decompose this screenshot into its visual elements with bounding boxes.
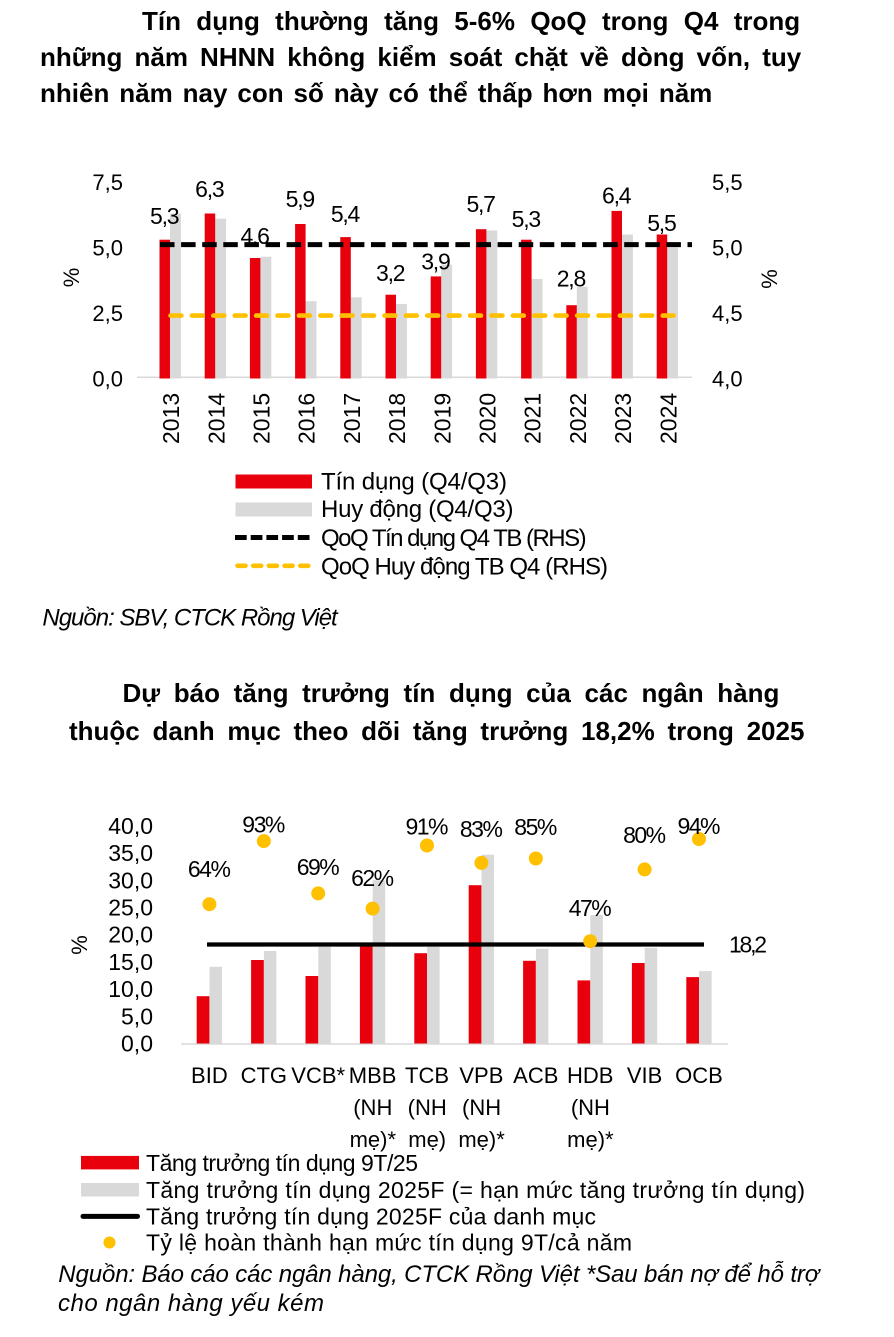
svg-text:Tín dụng thường tăng 5-6% QoQ: Tín dụng thường tăng 5-6% QoQ trong Q4 t… [142,6,800,36]
svg-text:%: % [59,268,84,288]
svg-text:15,0: 15,0 [108,949,153,975]
svg-text:QoQ Tín dụng Q4 TB (RHS): QoQ Tín dụng Q4 TB (RHS) [321,525,587,552]
svg-text:83%: 83% [460,816,503,842]
svg-text:30,0: 30,0 [108,867,153,893]
svg-text:(NH: (NH [353,1095,392,1120]
svg-text:mẹ)*: mẹ)* [350,1127,397,1152]
svg-text:4,6: 4,6 [240,223,270,249]
svg-text:5,0: 5,0 [121,1003,153,1029]
svg-text:2024: 2024 [655,393,681,444]
svg-text:Nguồn: Báo cáo các ngân hàng,: Nguồn: Báo cáo các ngân hàng, CTCK Rồng … [58,1260,821,1288]
svg-text:2022: 2022 [565,393,591,444]
svg-text:%: % [67,935,92,955]
svg-text:3,9: 3,9 [421,249,451,275]
svg-text:mẹ)*: mẹ)* [458,1127,505,1152]
svg-text:2020: 2020 [475,393,501,444]
svg-text:18,2: 18,2 [729,932,767,958]
svg-text:2015: 2015 [249,393,275,444]
svg-text:6,4: 6,4 [602,183,632,209]
svg-text:5,4: 5,4 [331,201,361,227]
svg-text:%: % [757,269,782,289]
svg-text:2,5: 2,5 [92,301,123,326]
svg-text:35,0: 35,0 [108,840,153,866]
svg-text:cho ngân hàng yếu kém: cho ngân hàng yếu kém [58,1290,324,1317]
svg-text:nhiên năm nay con số này có th: nhiên năm nay con số này có thể thấp hơn… [40,78,712,108]
svg-text:4,5: 4,5 [712,301,743,326]
svg-text:10,0: 10,0 [108,976,153,1002]
svg-text:0,0: 0,0 [92,367,123,392]
svg-text:2019: 2019 [429,393,455,444]
svg-text:CTG: CTG [241,1063,287,1088]
svg-text:7,5: 7,5 [92,170,123,195]
svg-text:(NH: (NH [462,1095,501,1120]
svg-text:40,0: 40,0 [108,813,153,839]
svg-text:91%: 91% [406,814,449,840]
svg-text:Dự báo tăng trưởng tín dụng củ: Dự báo tăng trưởng tín dụng của các ngân… [123,678,780,708]
svg-text:2018: 2018 [384,393,410,444]
svg-text:5,9: 5,9 [286,186,316,212]
svg-text:(NH: (NH [408,1095,447,1120]
svg-text:mẹ)*: mẹ)* [567,1127,614,1152]
svg-text:3,2: 3,2 [376,260,406,286]
svg-text:Tăng trưởng tín dụng 9T/25: Tăng trưởng tín dụng 9T/25 [146,1150,418,1176]
svg-text:Nguồn: SBV, CTCK Rồng Việt: Nguồn: SBV, CTCK Rồng Việt [42,604,339,631]
svg-text:Tăng trưởng tín dụng 2025F của: Tăng trưởng tín dụng 2025F của danh mục [146,1204,596,1230]
svg-text:Tăng trưởng tín dụng 2025F (=: Tăng trưởng tín dụng 2025F (= hạn mức tă… [146,1177,805,1203]
svg-text:QoQ Huy động TB Q4 (RHS): QoQ Huy động TB Q4 (RHS) [321,554,608,581]
svg-text:2023: 2023 [610,393,636,444]
svg-text:OCB: OCB [675,1063,723,1088]
svg-text:BID: BID [191,1063,228,1088]
svg-text:VCB*: VCB* [291,1063,345,1088]
svg-text:5,5: 5,5 [712,170,743,195]
svg-text:mẹ): mẹ) [408,1127,446,1152]
svg-text:47%: 47% [569,895,612,921]
svg-text:VIB: VIB [627,1063,662,1088]
svg-text:5,3: 5,3 [512,206,542,232]
svg-text:5,0: 5,0 [92,236,123,261]
svg-text:VPB: VPB [459,1063,503,1088]
svg-text:5,5: 5,5 [647,210,677,236]
svg-text:93%: 93% [242,812,285,838]
svg-text:MBB: MBB [349,1063,397,1088]
svg-text:0,0: 0,0 [121,1031,153,1057]
svg-text:2016: 2016 [294,393,320,444]
svg-text:2017: 2017 [339,393,365,444]
svg-text:85%: 85% [514,814,557,840]
svg-text:69%: 69% [297,854,340,880]
svg-text:những năm NHNN không kiểm soát: những năm NHNN không kiểm soát chặt về d… [40,42,802,72]
svg-text:TCB: TCB [405,1063,449,1088]
svg-text:2013: 2013 [158,393,184,444]
svg-text:(NH: (NH [571,1095,610,1120]
svg-text:5,3: 5,3 [150,203,180,229]
svg-text:Tỷ lệ hoàn thành hạn mức tín d: Tỷ lệ hoàn thành hạn mức tín dụng 9T/cả … [146,1230,632,1256]
svg-text:2021: 2021 [520,393,546,444]
svg-text:64%: 64% [188,856,231,882]
svg-text:2,8: 2,8 [557,266,587,292]
svg-text:62%: 62% [351,865,394,891]
svg-text:HDB: HDB [567,1063,613,1088]
svg-text:25,0: 25,0 [108,895,153,921]
svg-text:5,0: 5,0 [712,236,743,261]
svg-text:80%: 80% [623,822,666,848]
svg-text:thuộc danh mục theo dõi tăng t: thuộc danh mục theo dõi tăng trưởng 18,2… [69,716,804,746]
svg-text:4,0: 4,0 [712,367,743,392]
svg-text:2014: 2014 [203,393,229,444]
svg-text:ACB: ACB [513,1063,558,1088]
svg-text:20,0: 20,0 [108,922,153,948]
svg-text:Tín dụng (Q4/Q3): Tín dụng (Q4/Q3) [321,469,507,496]
svg-text:6,3: 6,3 [195,176,225,202]
svg-text:94%: 94% [678,813,721,839]
svg-text:Huy động (Q4/Q3): Huy động (Q4/Q3) [321,496,514,523]
svg-text:5,7: 5,7 [466,191,496,217]
